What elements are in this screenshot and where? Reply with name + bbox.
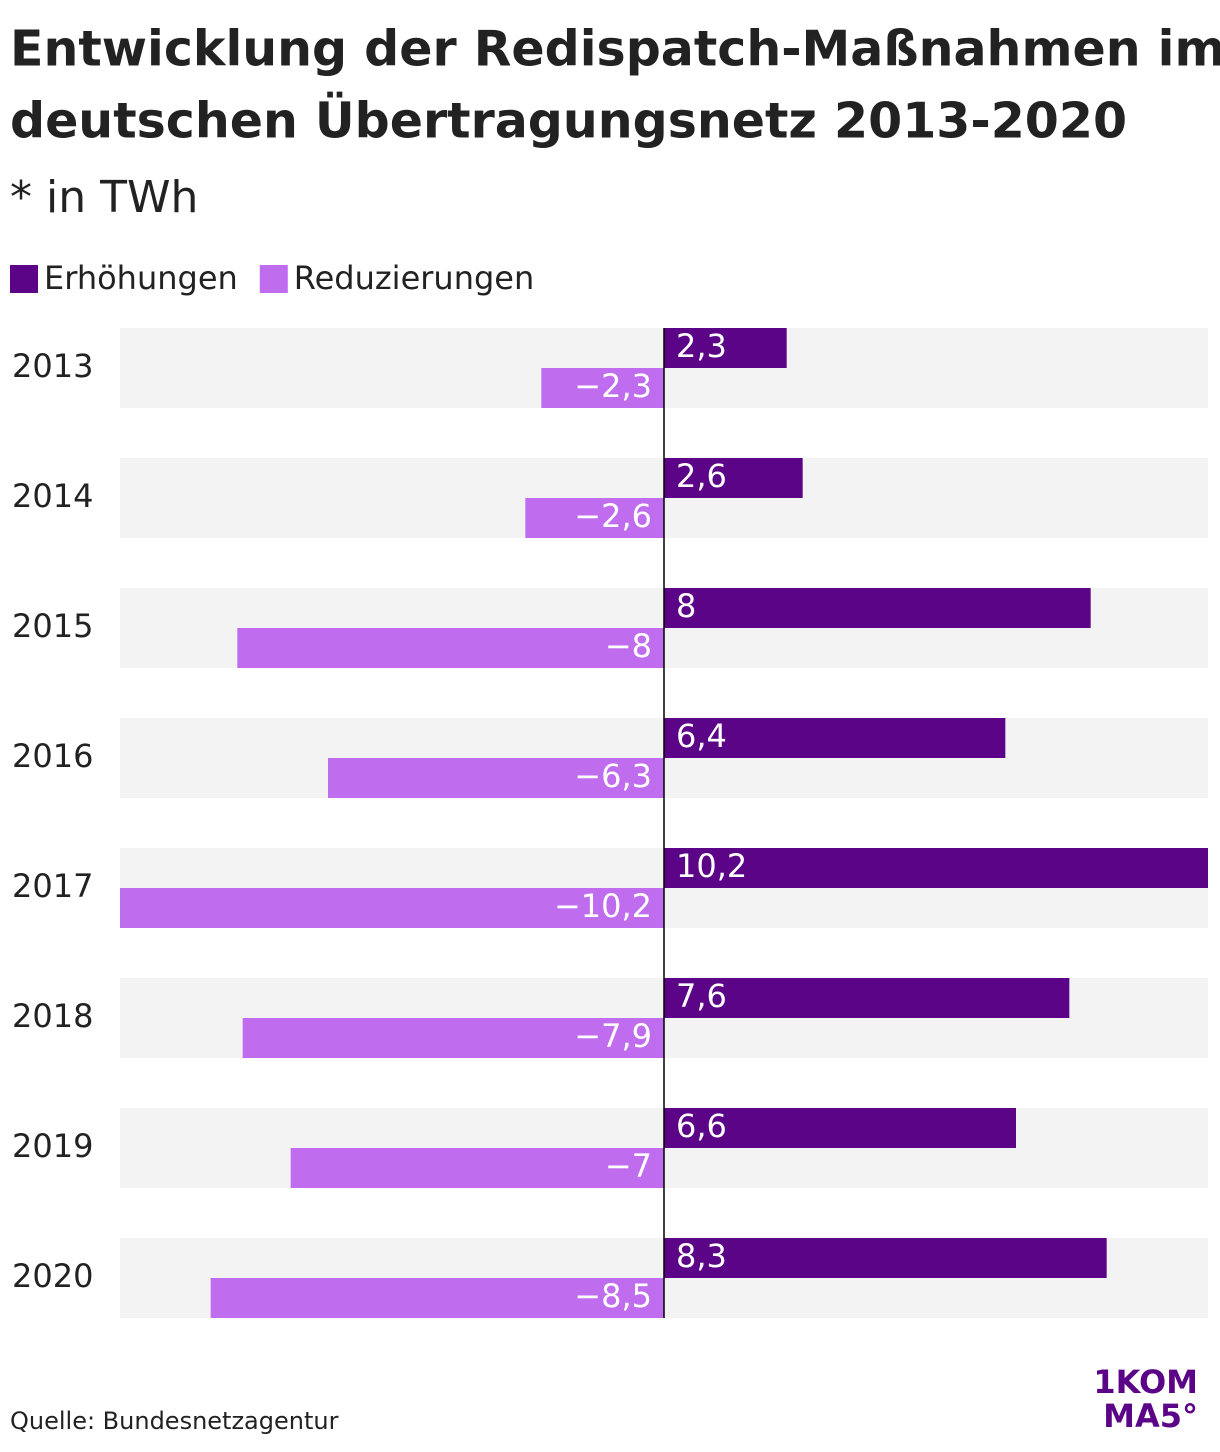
bar: [664, 1238, 1107, 1278]
value-label: −7: [605, 1147, 652, 1185]
value-label: 7,6: [676, 977, 727, 1015]
value-label: −6,3: [574, 757, 652, 795]
legend-label: Reduzierungen: [294, 259, 534, 297]
value-label: −2,6: [574, 497, 652, 535]
y-tick-label: 2020: [12, 1257, 93, 1295]
chart-subtitle: * in TWh: [10, 172, 198, 223]
value-label: −7,9: [574, 1017, 652, 1055]
y-tick-label: 2018: [12, 997, 93, 1035]
value-label: 6,6: [676, 1107, 727, 1145]
value-label: 2,3: [676, 327, 727, 365]
value-label: −8: [605, 627, 652, 665]
value-label: 6,4: [676, 717, 727, 755]
bar: [664, 458, 803, 498]
logo: MA5°: [1103, 1397, 1198, 1435]
legend-swatch: [10, 265, 38, 293]
bar: [120, 888, 664, 928]
legend-label: Erhöhungen: [44, 259, 238, 297]
y-tick-label: 2013: [12, 347, 93, 385]
legend-swatch: [259, 265, 288, 293]
bar: [664, 328, 787, 368]
y-tick-label: 2014: [12, 477, 93, 515]
chart-title: deutschen Übertragungsnetz 2013-2020: [10, 91, 1127, 150]
bar: [242, 1018, 664, 1058]
bar: [664, 588, 1091, 628]
value-label: 8: [676, 587, 696, 625]
y-tick-label: 2017: [12, 867, 93, 905]
chart-title: Entwicklung der Redispatch-Maßnahmen im: [10, 21, 1220, 78]
bar: [290, 1148, 664, 1188]
logo: 1KOM: [1093, 1363, 1198, 1401]
value-label: 10,2: [676, 847, 747, 885]
bar: [664, 978, 1070, 1018]
bar: [541, 368, 664, 408]
value-label: −8,5: [574, 1277, 652, 1315]
y-tick-label: 2016: [12, 737, 93, 775]
y-tick-label: 2019: [12, 1127, 93, 1165]
y-tick-label: 2015: [12, 607, 93, 645]
bar: [210, 1278, 664, 1318]
value-label: −2,3: [574, 367, 652, 405]
bar: [328, 758, 664, 798]
bar: [664, 718, 1006, 758]
value-label: −10,2: [554, 887, 652, 925]
value-label: 2,6: [676, 457, 727, 495]
bar: [237, 628, 665, 668]
bar: [664, 1108, 1016, 1148]
bar: [664, 848, 1208, 888]
bar: [525, 498, 664, 538]
source: Quelle: Bundesnetzagentur: [10, 1407, 339, 1435]
value-label: 8,3: [676, 1237, 727, 1275]
